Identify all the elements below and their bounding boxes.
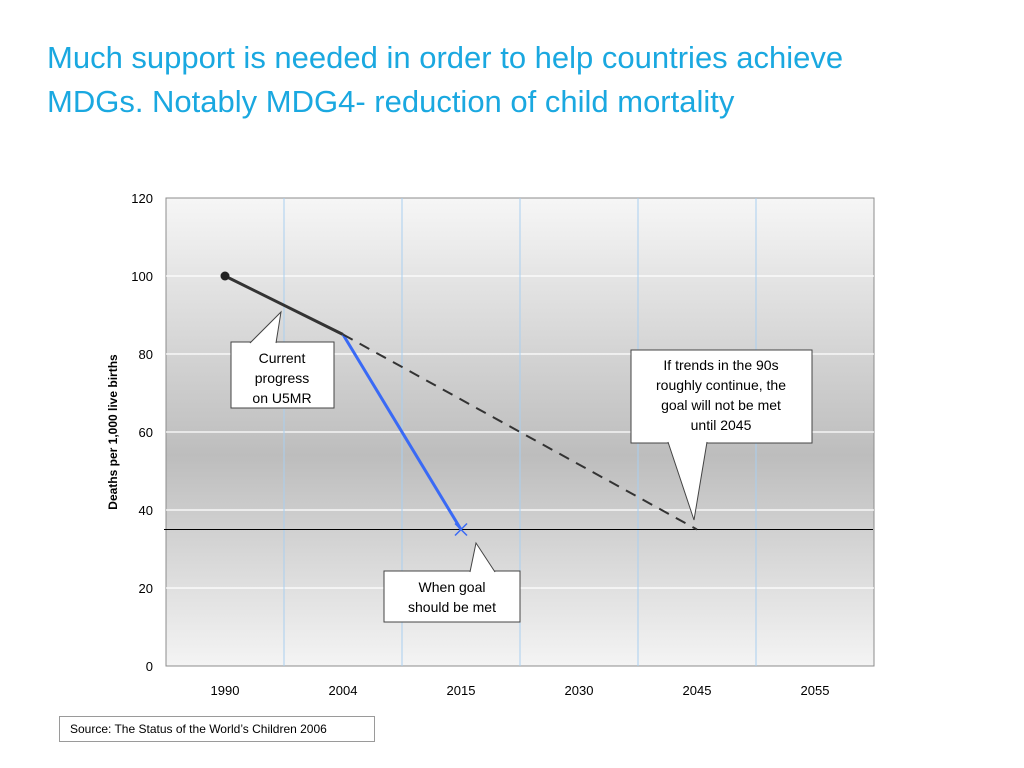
callout-text-line: on U5MR	[252, 390, 311, 406]
slide-title: Much support is needed in order to help …	[47, 40, 844, 119]
callout-box	[230, 341, 335, 409]
required-progress-line	[341, 333, 463, 531]
callout-text-line: roughly continue, the	[656, 377, 786, 393]
y-tick-label: 120	[131, 191, 153, 206]
current-progress-line	[224, 274, 344, 336]
x-tick-label: 2030	[565, 683, 594, 698]
callout-text-line: goal will not be met	[661, 397, 781, 413]
callout-box	[630, 349, 813, 444]
callout-goal: When goal should be met	[383, 541, 521, 623]
callout-text-line: until 2045	[691, 417, 752, 433]
goal-x-stroke	[454, 522, 468, 537]
callout-trend: If trends in the 90s roughly continue, th…	[630, 349, 813, 521]
y-tick-label: 80	[139, 347, 153, 362]
callout-text-line: should be met	[408, 599, 496, 615]
goal-x-marker	[454, 522, 468, 537]
callout-pointer	[249, 310, 282, 344]
y-tick-label: 60	[139, 425, 153, 440]
y-tick-label: 40	[139, 503, 153, 518]
callout-text-line: Current	[259, 350, 306, 366]
y-tick-label: 20	[139, 581, 153, 596]
callout-pointer	[667, 441, 708, 521]
callout-text-line: When goal	[419, 579, 486, 595]
y-tick-label: 0	[146, 659, 153, 674]
callout-text-line: If trends in the 90s	[663, 357, 778, 373]
callout-text-line: progress	[255, 370, 309, 386]
x-tick-label: 1990	[211, 683, 240, 698]
callout-pointer-fill	[470, 543, 495, 572]
start-point-marker	[220, 271, 230, 281]
y-axis-title: Deaths per 1,000 live births	[106, 354, 120, 510]
x-tick-label: 2055	[801, 683, 830, 698]
y-tick-label: 100	[131, 269, 153, 284]
source-note: Source: The Status of the World’s Childr…	[59, 716, 375, 742]
callout-pointer	[469, 541, 496, 573]
x-tick-label: 2015	[447, 683, 476, 698]
trend-continuation-line	[342, 333, 698, 531]
callout-current: Current progress on U5MR	[230, 310, 335, 409]
x-tick-label: 2004	[329, 683, 358, 698]
x-tick-label: 2045	[683, 683, 712, 698]
